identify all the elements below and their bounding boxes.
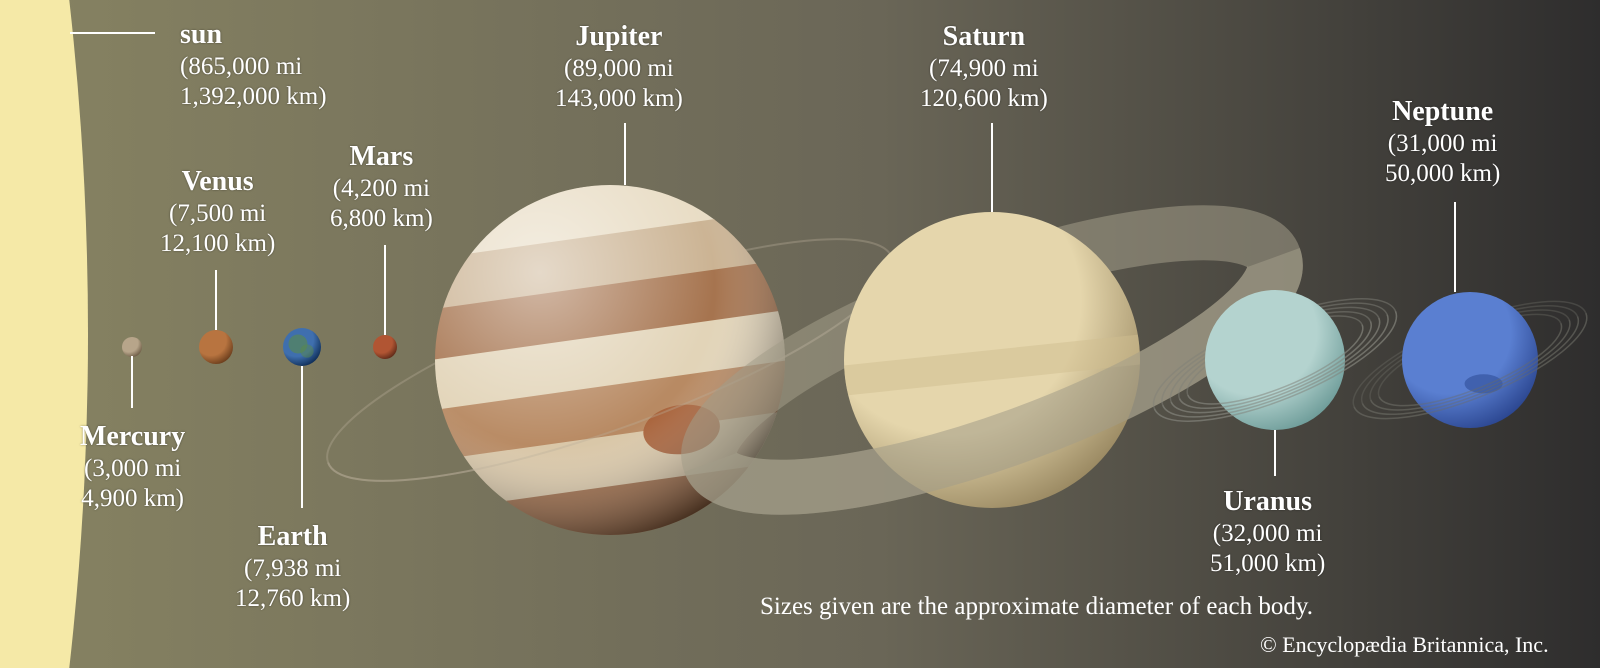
sun-mi: (865,000 mi bbox=[180, 52, 327, 82]
neptune-km: 50,000 km) bbox=[1385, 159, 1500, 189]
uranus-mi: (32,000 mi bbox=[1210, 519, 1325, 549]
neptune-mi: (31,000 mi bbox=[1385, 129, 1500, 159]
mars-name: Mars bbox=[330, 140, 433, 174]
jupiter-mi: (89,000 mi bbox=[555, 54, 683, 84]
saturn-km: 120,600 km) bbox=[920, 84, 1048, 114]
earth-mi: (7,938 mi bbox=[235, 554, 350, 584]
earth-label: Earth (7,938 mi 12,760 km) bbox=[235, 520, 350, 614]
sun-label: sun (865,000 mi 1,392,000 km) bbox=[180, 18, 327, 112]
venus-label: Venus (7,500 mi 12,100 km) bbox=[160, 165, 275, 259]
infographic-stage: sun (865,000 mi 1,392,000 km) Mercury (3… bbox=[0, 0, 1600, 668]
saturn-label: Saturn (74,900 mi 120,600 km) bbox=[920, 20, 1048, 114]
sun-km: 1,392,000 km) bbox=[180, 82, 327, 112]
sun-name: sun bbox=[180, 18, 327, 52]
jupiter-km: 143,000 km) bbox=[555, 84, 683, 114]
mercury-mi: (3,000 mi bbox=[80, 454, 185, 484]
mars-label: Mars (4,200 mi 6,800 km) bbox=[330, 140, 433, 234]
mercury-name: Mercury bbox=[80, 420, 185, 454]
venus-name: Venus bbox=[160, 165, 275, 199]
jupiter-name: Jupiter bbox=[555, 20, 683, 54]
caption: Sizes given are the approximate diameter… bbox=[760, 593, 1313, 621]
uranus-label: Uranus (32,000 mi 51,000 km) bbox=[1210, 485, 1325, 579]
earth-name: Earth bbox=[235, 520, 350, 554]
mars-km: 6,800 km) bbox=[330, 204, 433, 234]
mars-mi: (4,200 mi bbox=[330, 174, 433, 204]
uranus-name: Uranus bbox=[1210, 485, 1325, 519]
saturn-mi: (74,900 mi bbox=[920, 54, 1048, 84]
jupiter-label: Jupiter (89,000 mi 143,000 km) bbox=[555, 20, 683, 114]
earth-km: 12,760 km) bbox=[235, 584, 350, 614]
uranus-km: 51,000 km) bbox=[1210, 549, 1325, 579]
neptune-name: Neptune bbox=[1385, 95, 1500, 129]
neptune-label: Neptune (31,000 mi 50,000 km) bbox=[1385, 95, 1500, 189]
saturn-name: Saturn bbox=[920, 20, 1048, 54]
mercury-label: Mercury (3,000 mi 4,900 km) bbox=[80, 420, 185, 514]
venus-mi: (7,500 mi bbox=[160, 199, 275, 229]
mercury-km: 4,900 km) bbox=[80, 484, 185, 514]
credit: © Encyclopædia Britannica, Inc. bbox=[1260, 632, 1549, 658]
venus-km: 12,100 km) bbox=[160, 229, 275, 259]
